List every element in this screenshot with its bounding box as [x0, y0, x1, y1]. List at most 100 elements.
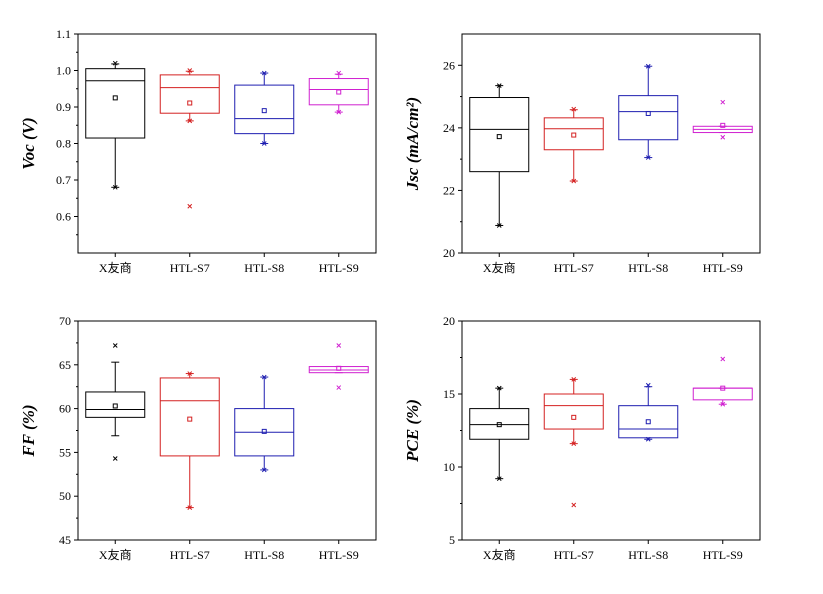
- mean-marker: [720, 385, 726, 391]
- ff-y-axis-title: FF (%): [19, 404, 38, 457]
- iqr-box: [85, 391, 146, 418]
- pce-category-label: HTL-S8: [628, 548, 668, 562]
- voc-ytick-label: 0.7: [56, 173, 71, 187]
- extreme-marker: [571, 178, 577, 184]
- mean-marker: [496, 422, 502, 428]
- iqr-box: [543, 117, 604, 151]
- pce-ytick-label: 5: [449, 533, 455, 547]
- jsc-box-3: [692, 99, 753, 140]
- mean-marker: [112, 95, 118, 101]
- iqr-box: [308, 78, 369, 106]
- jsc-box-2: [618, 63, 679, 160]
- voc-category-label: HTL-S8: [244, 261, 284, 275]
- iqr-box: [469, 97, 530, 173]
- extreme-marker: [112, 60, 118, 66]
- jsc-ytick-label: 22: [443, 183, 455, 197]
- voc-panel: 0.6 0.7 0.8 0.9 1.0 1.1 X友商 HTL-S7 HTL-S8 HTL-S9 V…: [19, 27, 377, 275]
- extreme-marker: [112, 456, 118, 461]
- iqr-box: [618, 95, 679, 141]
- pce-category-label: HTL-S7: [554, 548, 594, 562]
- voc-ytick-label: 1.0: [56, 64, 71, 78]
- pce-box-0: [469, 385, 530, 482]
- voc-category-label: HTL-S9: [319, 261, 359, 275]
- iqr-box: [159, 74, 220, 114]
- ff-ytick-label: 70: [59, 314, 71, 328]
- ff-ytick-label: 45: [59, 533, 71, 547]
- outlier-marker: [187, 203, 193, 209]
- mean-marker: [720, 122, 726, 128]
- extreme-marker: [571, 441, 577, 446]
- jsc-category-label: HTL-S9: [703, 261, 743, 275]
- jsc-plot-frame: [461, 33, 761, 254]
- iqr-box: [85, 68, 146, 139]
- mean-marker: [112, 403, 118, 409]
- extreme-marker: [645, 436, 651, 442]
- voc-category-label: X友商: [99, 260, 132, 275]
- mean-marker: [496, 134, 502, 140]
- ff-ytick-label: 55: [59, 445, 71, 459]
- extreme-marker: [720, 356, 726, 362]
- jsc-ytick-label: 20: [443, 246, 455, 260]
- voc-y-axis-title: Voc (V): [19, 117, 38, 169]
- pce-category-label: X友商: [483, 547, 516, 562]
- extreme-marker: [645, 382, 651, 388]
- pce-ytick-label: 20: [443, 314, 455, 328]
- extreme-marker: [496, 385, 502, 391]
- extreme-marker: [720, 134, 726, 140]
- mean-marker: [336, 89, 342, 95]
- ff-category-label: HTL-S9: [319, 548, 359, 562]
- extreme-marker: [336, 109, 342, 115]
- extreme-marker: [261, 374, 267, 380]
- jsc-panel: 20 22 24 26 X友商 HTL-S7 HTL-S8 HTL-S9 Jsc (mA/cm²…: [403, 33, 761, 275]
- mean-marker: [645, 110, 651, 116]
- voc-ytick-label: 1.1: [56, 27, 71, 41]
- ff-plot-frame: [77, 320, 377, 541]
- ff-ytick-label: 65: [59, 358, 71, 372]
- extreme-marker: [496, 223, 502, 228]
- extreme-marker: [261, 141, 267, 146]
- mean-marker: [261, 108, 267, 114]
- voc-box-3: [308, 70, 369, 115]
- mean-marker: [571, 132, 577, 138]
- extreme-marker: [571, 106, 577, 112]
- voc-ytick-label: 0.8: [56, 137, 71, 151]
- extreme-marker: [496, 476, 502, 482]
- extreme-marker: [645, 155, 651, 160]
- pce-plot-frame: [461, 320, 761, 541]
- voc-box-0: [85, 60, 146, 190]
- extreme-marker: [261, 467, 267, 473]
- pce-panel: 5 10 15 20 X友商 HTL-S7 HTL-S8 HTL-S9 PCE (%): [403, 314, 761, 562]
- voc-ytick-label: 0.6: [56, 210, 71, 224]
- mean-marker: [645, 419, 651, 425]
- jsc-box-1: [543, 106, 604, 184]
- ff-category-label: X友商: [99, 547, 132, 562]
- ff-ytick-label: 50: [59, 489, 71, 503]
- pce-box-3: [692, 356, 753, 407]
- extreme-marker: [720, 99, 726, 105]
- iqr-box: [469, 408, 530, 440]
- extreme-marker: [112, 184, 118, 190]
- ff-ytick-label: 60: [59, 402, 71, 416]
- extreme-marker: [496, 83, 502, 88]
- ff-category-label: HTL-S8: [244, 548, 284, 562]
- ff-box-0: [85, 343, 146, 461]
- extreme-marker: [112, 343, 118, 348]
- ff-category-label: HTL-S7: [170, 548, 210, 562]
- ff-panel: 45 50 55 60 65 70 X友商 HTL-S7 HTL-S8 HTL-S9 FF (%): [19, 314, 377, 562]
- voc-category-label: HTL-S7: [170, 261, 210, 275]
- extreme-marker: [261, 70, 267, 76]
- pce-ytick-label: 15: [443, 387, 455, 401]
- extreme-marker: [187, 505, 193, 510]
- mean-marker: [187, 100, 193, 106]
- voc-ytick-label: 0.9: [56, 100, 71, 114]
- pce-box-1: [543, 377, 604, 508]
- iqr-box: [618, 405, 679, 439]
- extreme-marker: [336, 343, 342, 348]
- jsc-category-label: HTL-S7: [554, 261, 594, 275]
- voc-plot-frame: [77, 33, 377, 254]
- extreme-marker: [187, 68, 193, 73]
- jsc-y-axis-title: Jsc (mA/cm²): [403, 97, 422, 191]
- iqr-box: [159, 377, 220, 457]
- extreme-marker: [720, 401, 726, 407]
- extreme-marker: [645, 63, 651, 69]
